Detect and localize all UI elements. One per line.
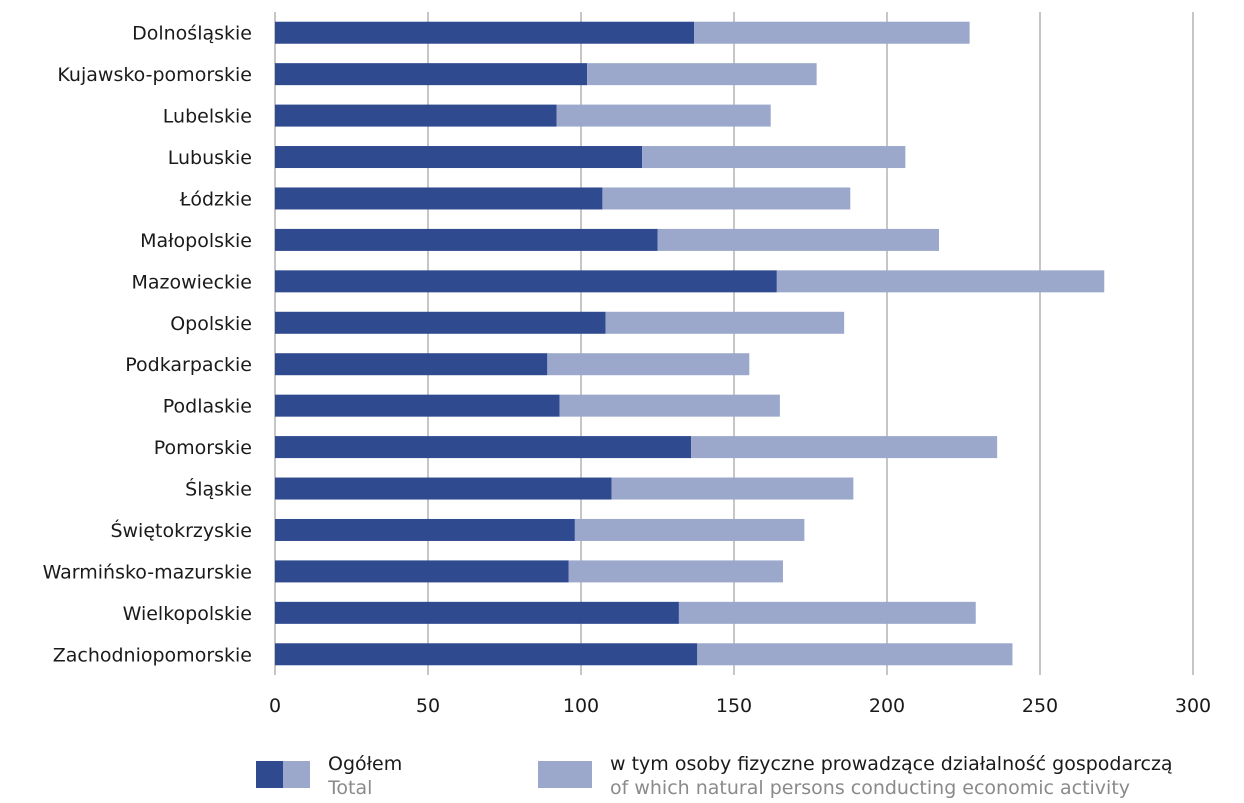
bar-total-1: [275, 63, 588, 86]
bar-natural-1: [587, 63, 817, 86]
x-axis-ticks: 0 50 100 150 200 250 300: [269, 695, 1211, 717]
legend-natural-swatch-light: [538, 761, 592, 788]
bar-natural-5: [657, 228, 940, 251]
bar-total-0: [275, 21, 695, 44]
legend-total: Ogółem Total: [256, 752, 402, 800]
bar-total-4: [275, 187, 603, 210]
bar-total-7: [275, 311, 606, 334]
bar-natural-10: [691, 436, 998, 459]
category-label-11: Śląskie: [185, 477, 252, 501]
bar-natural-13: [568, 560, 783, 583]
bar-natural-0: [694, 21, 970, 44]
bar-total-5: [275, 228, 658, 251]
bar-total-8: [275, 353, 548, 376]
bar-natural-3: [642, 146, 906, 169]
category-label-13: Warmińsko-mazurskie: [43, 561, 252, 583]
bar-total-12: [275, 518, 575, 541]
category-label-15: Zachodniopomorskie: [53, 644, 252, 666]
bar-chart: Dolnośląskie Kujawsko-pomorskie Lubelskie L…: [43, 12, 1211, 717]
bars: [275, 21, 1105, 666]
bar-natural-4: [602, 187, 851, 210]
bar-natural-2: [556, 104, 771, 127]
category-label-14: Wielkopolskie: [123, 603, 252, 625]
category-label-9: Podlaskie: [163, 396, 252, 418]
bar-total-15: [275, 643, 698, 666]
category-label-0: Dolnośląskie: [132, 23, 252, 45]
legend-total-swatch: [256, 761, 310, 788]
category-label-7: Opolskie: [170, 313, 252, 335]
category-label-6: Mazowieckie: [131, 271, 252, 293]
category-label-8: Podkarpackie: [125, 354, 252, 376]
bar-total-13: [275, 560, 569, 583]
bar-natural-8: [547, 353, 750, 376]
bar-natural-11: [611, 477, 854, 500]
legend-natural-label-en: of which natural persons conducting econ…: [610, 777, 1131, 799]
category-labels: Dolnośląskie Kujawsko-pomorskie Lubelskie L…: [43, 23, 252, 667]
bar-total-10: [275, 436, 692, 459]
legend-total-swatch-light: [283, 761, 310, 788]
bar-total-14: [275, 601, 679, 624]
bar-total-6: [275, 270, 777, 293]
x-tick-label-150: 150: [716, 695, 752, 717]
bar-natural-12: [574, 518, 805, 541]
bar-natural-14: [678, 601, 976, 624]
category-label-5: Małopolskie: [140, 230, 252, 252]
category-label-12: Świętokrzyskie: [110, 518, 252, 542]
x-tick-label-200: 200: [869, 695, 905, 717]
legend-total-label: Ogółem: [328, 753, 403, 775]
category-label-2: Lubelskie: [163, 106, 252, 128]
x-tick-label-0: 0: [269, 695, 281, 717]
x-tick-label-250: 250: [1022, 695, 1058, 717]
x-tick-label-50: 50: [416, 695, 440, 717]
category-label-1: Kujawsko-pomorskie: [57, 64, 252, 86]
bar-total-2: [275, 104, 557, 127]
legend-natural: w tym osoby fizyczne prowadzące działaln…: [538, 752, 1173, 800]
legend-natural-swatch: [538, 761, 592, 788]
bar-total-9: [275, 394, 560, 417]
bar-natural-15: [697, 643, 1013, 666]
category-label-4: Łódzkie: [179, 188, 252, 210]
legend-total-swatch-dark: [256, 761, 283, 788]
bar-total-3: [275, 146, 643, 169]
category-label-10: Pomorskie: [154, 437, 252, 459]
x-tick-label-100: 100: [563, 695, 599, 717]
bar-natural-7: [605, 311, 845, 334]
category-label-3: Lubuskie: [168, 147, 252, 169]
bar-total-11: [275, 477, 612, 500]
x-tick-label-300: 300: [1175, 695, 1211, 717]
bar-natural-9: [559, 394, 780, 417]
legend-total-label-en: Total: [328, 777, 373, 799]
bar-natural-6: [776, 270, 1105, 293]
legend-natural-label: w tym osoby fizyczne prowadzące działaln…: [610, 753, 1173, 775]
